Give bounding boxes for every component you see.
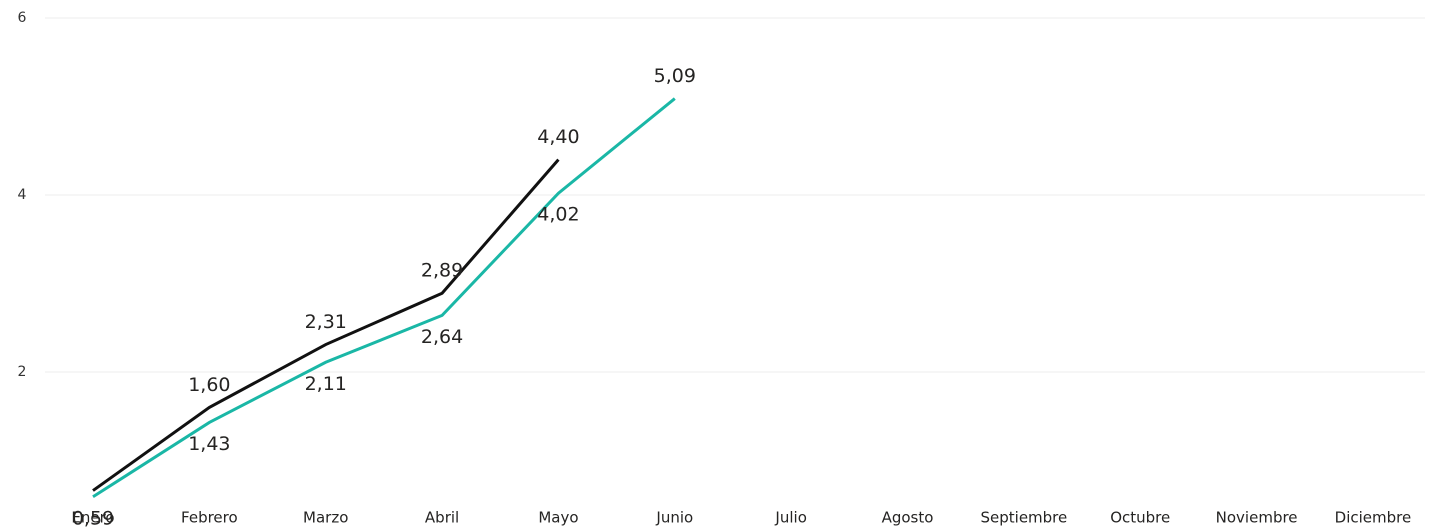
- data-label: 0,59: [72, 507, 114, 529]
- x-tick-label: Mayo: [538, 509, 578, 527]
- x-tick-label: Noviembre: [1216, 509, 1298, 527]
- x-tick-label: Abril: [425, 509, 459, 527]
- x-tick-label: Agosto: [882, 509, 934, 527]
- data-label: 1,60: [188, 374, 230, 396]
- data-label: 4,02: [537, 204, 579, 226]
- data-label: 2,31: [305, 311, 347, 333]
- y-tick-label: 2: [18, 364, 27, 380]
- data-label: 2,11: [305, 373, 347, 395]
- series-line: [92, 97, 676, 499]
- x-tick-label: Diciembre: [1335, 509, 1412, 527]
- x-tick-label: Septiembre: [981, 509, 1068, 527]
- x-tick-label: Marzo: [303, 509, 348, 527]
- data-label: 5,09: [654, 65, 696, 87]
- x-tick-label: Julio: [774, 509, 806, 527]
- data-label: 1,43: [188, 433, 230, 455]
- data-label: 2,89: [421, 260, 463, 282]
- x-tick-label: Enero: [71, 509, 114, 527]
- x-tick-label: Febrero: [181, 509, 238, 527]
- series-line: [92, 158, 560, 492]
- y-tick-label: 6: [18, 10, 27, 26]
- y-tick-label: 4: [18, 187, 27, 203]
- data-label: 2,64: [421, 326, 463, 348]
- x-tick-label: Octubre: [1110, 509, 1170, 527]
- data-label: 4,40: [537, 126, 579, 148]
- x-tick-label: Junio: [655, 509, 693, 527]
